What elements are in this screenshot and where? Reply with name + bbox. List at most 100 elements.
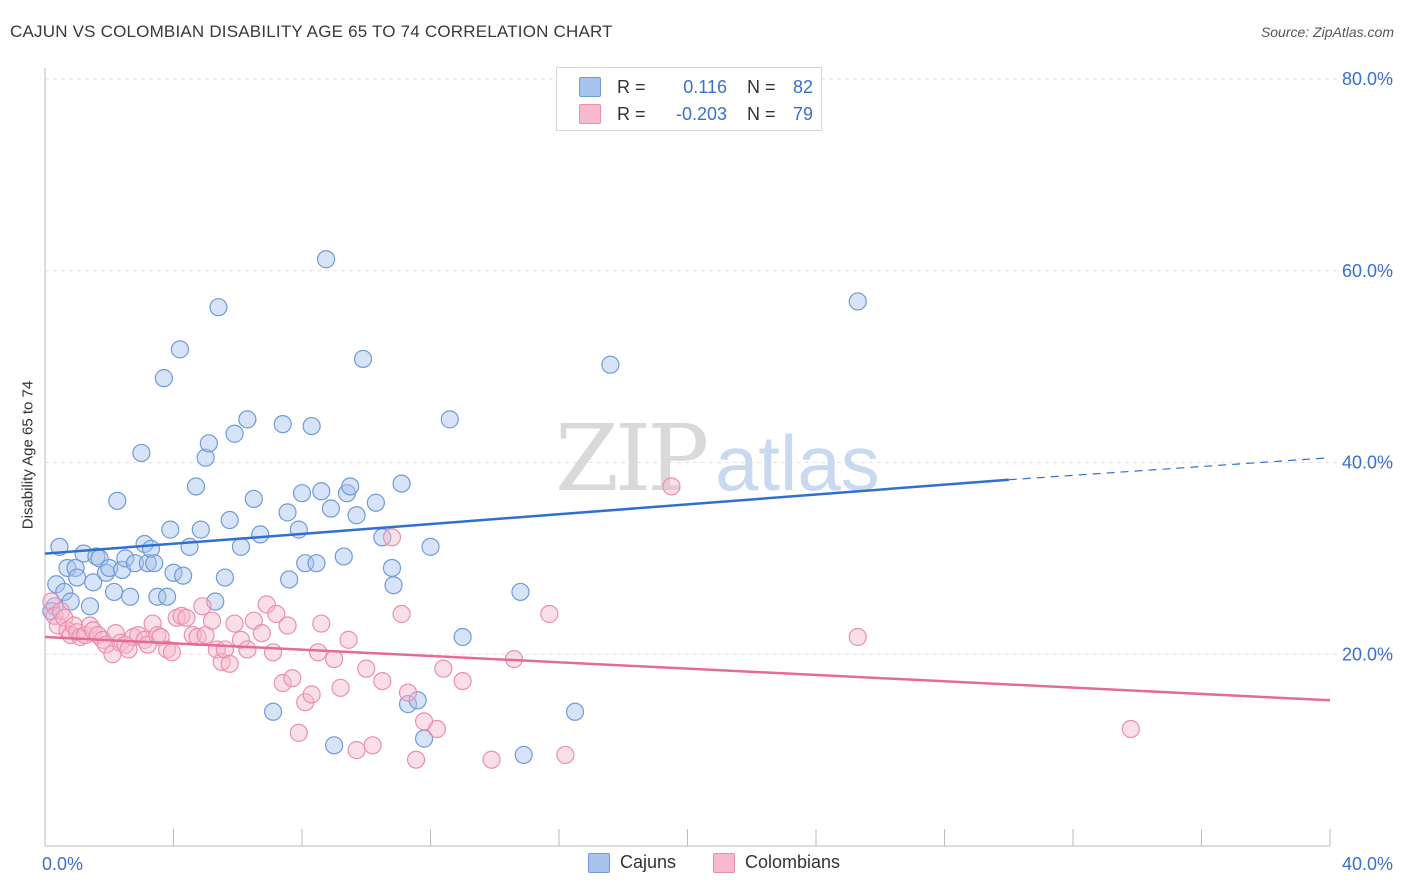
cajun-point [278,503,297,522]
legend-item-colombians[interactable]: Colombians [713,852,840,873]
colombian-point [162,643,181,662]
colombian-point [257,595,276,614]
correlation-legend: R = 0.116 N = 82 R = -0.203 N = 79 [556,67,822,131]
cajun-point [148,587,167,606]
cajun-point [154,369,173,388]
colombian-point [238,640,257,659]
cajun-point [174,566,193,585]
cajun-point [307,554,326,573]
r-label: R = [617,103,646,124]
colombian-point [283,669,302,688]
cajun-point [511,582,530,602]
cajun-trend-extension [1008,457,1331,481]
y-tick-label: 80.0% [1342,69,1393,89]
cajun-point [170,340,190,359]
cajun-point [84,573,103,592]
legend-item-cajuns[interactable]: Cajuns [588,852,676,873]
colombian-point [42,592,61,611]
colombian-points [42,477,1140,769]
cajun-point [440,410,459,429]
colombian-point [289,723,308,742]
legend-row-cajuns: R = 0.116 N = 82 [579,74,813,100]
r-value: -0.203 [675,103,727,124]
cajun-point [601,355,620,374]
cajun-points [42,250,867,765]
colombian-point [347,741,366,760]
colombian-point [177,608,196,627]
n-value: 79 [793,103,814,124]
cajun-point [186,477,206,496]
tick-labels: 20.0% 40.0% 60.0% 80.0% 0.0% 40.0% [42,69,1393,874]
colombian-point [339,630,358,649]
colombian-point [427,719,447,739]
cajun-point [231,537,251,556]
cajun-point [321,499,341,518]
cajun-point [382,558,402,578]
cajun-point [55,582,74,602]
cajun-swatch [579,77,601,97]
colombian-point [434,659,453,678]
cajun-point [408,691,427,710]
n-value: 82 [793,76,814,97]
cajun-point [68,568,87,587]
cajun-point [138,554,157,573]
cajun-point [145,554,164,573]
colombian-point [373,671,392,691]
cajun-point [341,477,360,496]
r-value: 0.116 [683,76,727,97]
colombian-point [363,736,382,755]
cajun-point [302,416,321,436]
colombian-point [157,640,177,659]
cajun-point [280,570,299,589]
colombian-point [202,611,222,630]
colombian-point [662,477,681,496]
cajun-point [157,587,177,606]
cajun-swatch [588,852,610,873]
colombian-swatch [579,104,601,124]
cajun-point [61,592,80,611]
cajun-point [366,493,385,512]
colombian-point [278,616,297,635]
cajun-point [220,510,239,530]
cajun-point [273,415,292,434]
colombian-point [220,654,239,673]
cajun-point [125,554,145,573]
cajun-point [251,525,270,544]
cajun-point [238,410,257,429]
cajun-point [108,491,127,510]
cajun-point [565,702,585,721]
colombian-point [193,597,212,616]
colombian-point [302,685,321,704]
cajun-point [80,597,100,616]
cajun-point [104,582,124,602]
cajun-point [384,576,403,595]
colombian-point [357,659,376,678]
x-tick-label: 40.0% [1342,854,1393,874]
cajun-point [196,448,215,467]
cajun-point [263,702,283,721]
cajun-point [191,520,210,539]
colombian-point [556,745,575,765]
cajun-point [848,292,867,311]
cajun-point [244,489,263,509]
cajun-point [325,736,344,755]
cajun-point [353,349,373,369]
r-label: R = [617,76,646,97]
colombian-point [1121,719,1140,739]
cajun-point [347,506,366,525]
colombian-point [325,649,344,669]
colombian-point [848,627,867,647]
zipatlas-watermark: ZIP atlas [555,405,880,512]
colombian-point [406,750,426,769]
colombian-point [273,673,292,693]
colombian-swatch [713,852,735,873]
cajun-point [421,537,440,556]
cajun-point [392,474,411,493]
y-tick-label: 40.0% [1342,453,1393,473]
cajun-point [453,627,472,647]
colombian-trend-line [44,635,1331,702]
colombian-point [540,604,559,624]
cajun-point [225,424,244,443]
grid-lines [45,78,1393,655]
